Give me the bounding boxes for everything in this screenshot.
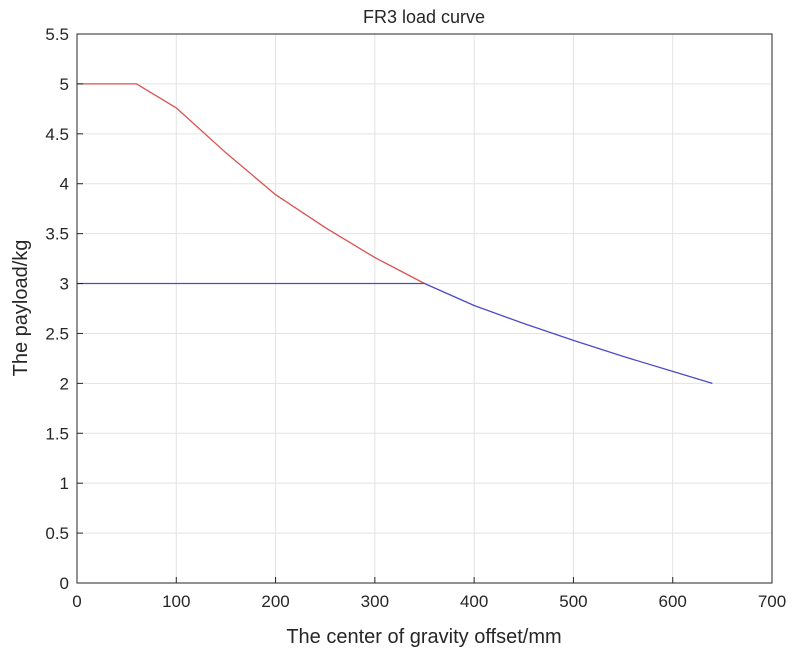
y-tick-label: 4.5 (45, 125, 69, 144)
y-tick-label: 2 (60, 374, 69, 393)
y-tick-label: 2.5 (45, 324, 69, 343)
y-tick-label: 3 (60, 275, 69, 294)
y-tick-label: 0.5 (45, 524, 69, 543)
x-tick-label: 600 (659, 592, 687, 611)
y-tick-label: 4 (60, 175, 69, 194)
chart-title: FR3 load curve (363, 7, 485, 27)
x-tick-label: 400 (460, 592, 488, 611)
x-tick-label: 100 (162, 592, 190, 611)
y-tick-label: 1.5 (45, 424, 69, 443)
y-axis-label: The payload/kg (10, 240, 32, 377)
y-tick-label: 1 (60, 474, 69, 493)
series-line-1 (77, 83, 425, 285)
x-tick-label: 500 (559, 592, 587, 611)
series-line-2 (77, 282, 713, 385)
y-ticks: 0 0.5 1 1.5 2 2.5 3 3.5 4 4.5 5 5.5 (45, 25, 83, 593)
y-tick-label: 0 (60, 574, 69, 593)
grid (76, 33, 773, 584)
y-tick-label: 5.5 (45, 25, 69, 44)
series-lines (77, 83, 713, 385)
x-tick-label: 0 (72, 592, 81, 611)
y-tick-label: 3.5 (45, 225, 69, 244)
x-tick-label: 200 (261, 592, 289, 611)
x-ticks: 0 100 200 300 400 500 600 700 (72, 577, 786, 611)
plot-frame (76, 33, 773, 584)
y-tick-label: 5 (60, 75, 69, 94)
x-tick-label: 700 (758, 592, 786, 611)
x-tick-label: 300 (361, 592, 389, 611)
x-axis-label: The center of gravity offset/mm (286, 626, 561, 648)
